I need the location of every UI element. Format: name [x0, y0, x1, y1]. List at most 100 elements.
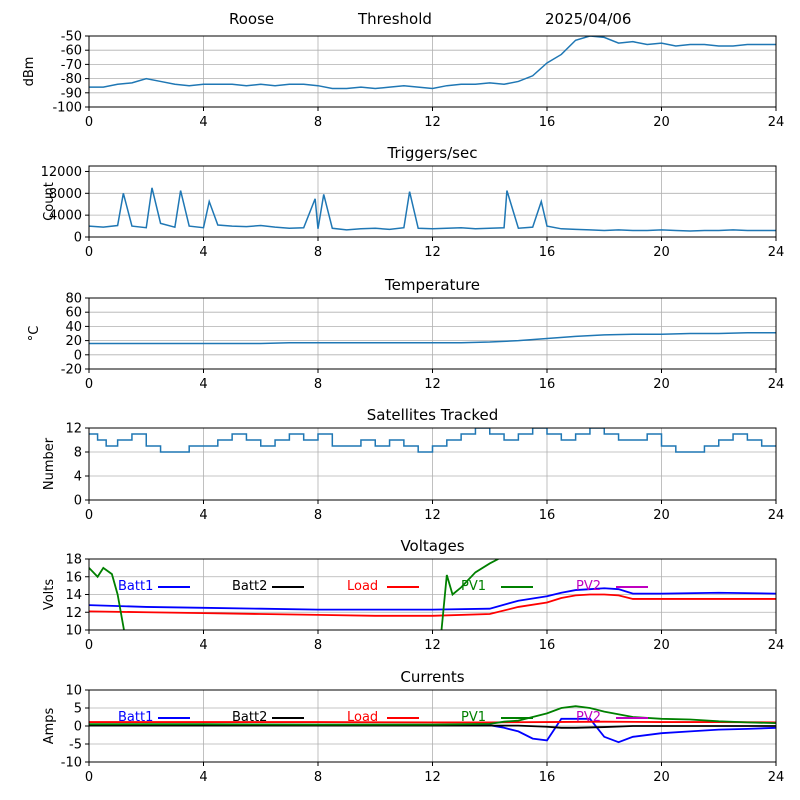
series-line-load [89, 720, 776, 724]
x-tick-label: 8 [314, 638, 322, 653]
x-tick-label: 24 [768, 638, 785, 653]
y-tick-label: 14 [65, 588, 82, 603]
chart-title: Satellites Tracked [367, 406, 498, 424]
y-tick-label: 0 [74, 720, 82, 735]
chart-panel-2: 0 4 8 12 16 20 24 0 4000 8000 12000 Triggers/sec Cou… [41, 144, 785, 260]
y-tick-label: 5 [74, 702, 82, 717]
x-tick-label: 16 [539, 115, 556, 130]
y-tick-label: 80 [65, 292, 82, 307]
x-tick-label: 4 [199, 377, 207, 392]
x-tick-label: 4 [199, 770, 207, 785]
legend-label-batt1: Batt1 [118, 710, 153, 725]
series-line-batt1 [89, 587, 776, 611]
x-tick-label: 0 [85, 377, 93, 392]
y-tick-label: 20 [65, 334, 82, 349]
x-tick-label: 16 [539, 638, 556, 653]
header-site: Roose [229, 10, 275, 28]
x-tick-label: 8 [314, 770, 322, 785]
x-tick-label: 12 [424, 245, 441, 260]
y-tick-label: 8000 [49, 187, 82, 202]
legend-label-batt2: Batt2 [232, 710, 267, 725]
chart-title: Temperature [384, 276, 480, 294]
y-tick-label: 0 [74, 231, 82, 246]
x-tick-label: 0 [85, 115, 93, 130]
y-axis-label: °C [27, 326, 42, 342]
series-line-pv1 [89, 559, 499, 630]
x-tick-label: 4 [199, 638, 207, 653]
x-tick-label: 0 [85, 508, 93, 523]
x-tick-label: 24 [768, 377, 785, 392]
y-tick-label: 12 [65, 606, 82, 621]
legend-label-pv2: PV2 [576, 710, 601, 725]
y-tick-label: 40 [65, 320, 82, 335]
series-line [89, 36, 776, 90]
series-line-batt2 [89, 724, 776, 729]
y-tick-label: -10 [61, 756, 82, 771]
x-tick-label: 16 [539, 377, 556, 392]
y-tick-label: -70 [61, 58, 82, 73]
legend-label-pv2: PV2 [576, 579, 601, 594]
y-axis-label: Number [42, 437, 57, 490]
legend-label-pv1: PV1 [461, 579, 486, 594]
header-metric: Threshold [358, 10, 432, 28]
y-tick-label: 0 [74, 348, 82, 363]
chart-panel-1: 0 4 8 12 16 20 24 -100-90-80-70-60-50 dBm [22, 30, 784, 131]
x-tick-label: 20 [653, 245, 670, 260]
y-tick-label: 18 [65, 553, 82, 568]
y-tick-label: 12 [65, 422, 82, 437]
x-tick-label: 16 [539, 508, 556, 523]
x-tick-label: 20 [653, 770, 670, 785]
legend-label-pv1: PV1 [461, 710, 486, 725]
y-tick-label: -5 [69, 738, 82, 753]
x-tick-label: 8 [314, 115, 322, 130]
y-tick-label: 10 [65, 684, 82, 699]
x-tick-label: 24 [768, 115, 785, 130]
x-tick-label: 12 [424, 508, 441, 523]
y-tick-label: -100 [52, 101, 82, 116]
y-axis-label: Amps [42, 707, 57, 744]
y-tick-label: -90 [61, 86, 82, 101]
x-tick-label: 0 [85, 770, 93, 785]
x-tick-label: 16 [539, 770, 556, 785]
x-tick-label: 20 [653, 115, 670, 130]
y-tick-label: 10 [65, 624, 82, 639]
x-tick-label: 8 [314, 377, 322, 392]
x-tick-label: 20 [653, 377, 670, 392]
series-line-pv1 [89, 705, 776, 726]
y-tick-label: 8 [74, 446, 82, 461]
series-line [89, 187, 776, 232]
x-tick-label: 12 [424, 115, 441, 130]
x-tick-label: 8 [314, 245, 322, 260]
y-axis-label: dBm [22, 57, 37, 87]
y-tick-label: -20 [61, 363, 82, 378]
x-tick-label: 4 [199, 245, 207, 260]
y-tick-label: 4000 [49, 209, 82, 224]
x-tick-label: 24 [768, 245, 785, 260]
y-tick-label: -50 [61, 30, 82, 45]
y-tick-label: 16 [65, 570, 82, 585]
x-tick-label: 20 [653, 638, 670, 653]
x-tick-label: 8 [314, 508, 322, 523]
y-tick-label: 60 [65, 306, 82, 321]
series-line [89, 332, 776, 345]
series-line [89, 428, 776, 453]
y-tick-label: 4 [74, 470, 82, 485]
x-tick-label: 0 [85, 245, 93, 260]
x-tick-label: 0 [85, 638, 93, 653]
x-tick-label: 20 [653, 508, 670, 523]
chart-panel-5: 0 4 8 12 16 20 24 10 12 14 16 18 Voltages Volts Batt1 B… [42, 537, 784, 653]
series-line-load [89, 593, 776, 617]
header-date: 2025/04/06 [545, 10, 632, 28]
legend-label-batt2: Batt2 [232, 579, 267, 594]
y-tick-label: 12000 [41, 165, 82, 180]
x-tick-label: 4 [199, 115, 207, 130]
chart-title: Currents [400, 668, 464, 686]
x-tick-label: 12 [424, 638, 441, 653]
x-tick-label: 24 [768, 508, 785, 523]
y-tick-label: -80 [61, 72, 82, 87]
legend-label-load: Load [347, 579, 378, 594]
y-axis-label: Volts [42, 579, 57, 611]
x-tick-label: 12 [424, 377, 441, 392]
